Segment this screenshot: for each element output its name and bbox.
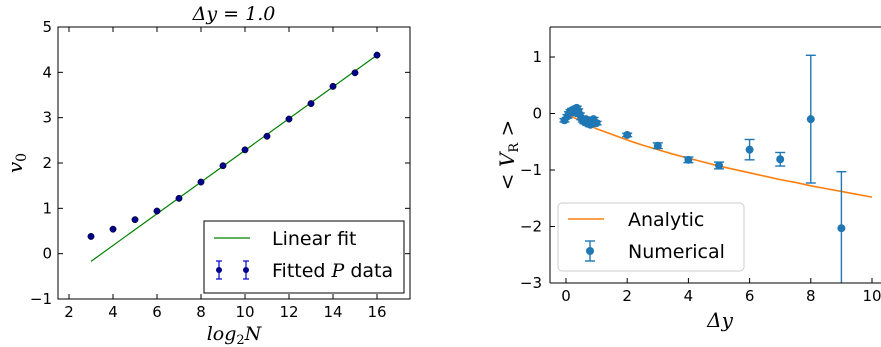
fitted-data-point (351, 69, 359, 77)
left-x-axis-label: log2N (207, 323, 263, 347)
legend-fitted-prefix: Fitted (272, 260, 332, 282)
left-x-tick-label: 4 (108, 303, 118, 321)
numerical-data-point (805, 54, 816, 184)
right-legend: Analytic Numerical (557, 202, 745, 272)
fitted-data-point (109, 225, 117, 233)
fitted-data-point (373, 51, 381, 59)
legend-analytic-label: Analytic (628, 209, 704, 231)
left-y-tick-label: 4 (42, 63, 52, 81)
left-x-tick-label: 14 (323, 303, 342, 321)
right-x-axis-label: Δy (706, 308, 733, 332)
fitted-data-point (241, 146, 249, 154)
left-x-axis-label-n: N (244, 323, 263, 345)
right-y-axis-label: < VR > (495, 120, 522, 191)
numerical-data-point (652, 141, 663, 150)
right-x-tick-label: 8 (806, 287, 816, 305)
left-plot-area (87, 51, 381, 262)
fitted-data-point (263, 132, 271, 140)
right-y-tick-label: −3 (520, 274, 542, 292)
analytic-curve (565, 112, 873, 198)
left-legend-box (203, 220, 405, 294)
left-x-tick-label: 16 (367, 303, 386, 321)
legend-fitted-symbol: P (331, 260, 346, 282)
right-x-tick-label: 4 (684, 287, 694, 305)
left-x-axis-label-subscript: 2 (236, 333, 244, 347)
left-y-tick-label: −1 (30, 290, 52, 308)
fitted-data-point (197, 178, 205, 186)
left-x-tick-label: 10 (235, 303, 254, 321)
right-y-tick-label: 0 (532, 105, 542, 123)
right-y-label-close: > (495, 120, 519, 143)
right-y-tick-label: 1 (532, 48, 542, 66)
left-chart-title: Δy = 1.0 (192, 3, 276, 25)
fitted-data-point (307, 100, 315, 108)
numerical-data-point (714, 161, 724, 170)
right-y-label-subscript: R (507, 142, 522, 153)
left-y-tick-label: 1 (42, 199, 52, 217)
left-legend: Linear fit Fitted P data (203, 220, 405, 294)
legend-linear-fit-label: Linear fit (272, 228, 357, 250)
fitted-data-point (87, 232, 95, 240)
numerical-data-point (744, 138, 755, 161)
right-x-tick-label: 2 (622, 287, 632, 305)
left-x-tick-label: 12 (279, 303, 298, 321)
left-x-tick-label: 6 (152, 303, 162, 321)
left-y-ticks: −1 0 1 2 3 4 5 (30, 18, 410, 308)
numerical-data-point (591, 119, 602, 128)
fitted-data-point (285, 115, 293, 123)
right-legend-box (557, 202, 745, 272)
fitted-data-point (175, 194, 183, 202)
left-y-tick-label: 5 (42, 18, 52, 36)
right-y-tick-label: −1 (520, 161, 542, 179)
left-y-tick-label: 0 (42, 245, 52, 263)
numerical-data-point (775, 151, 786, 167)
left-y-axis-label-subscript: 0 (14, 153, 30, 162)
right-plot-area (559, 54, 873, 283)
legend-fitted-data-label: Fitted P data (272, 260, 393, 282)
left-y-tick-label: 3 (42, 109, 52, 127)
fitted-data-point (329, 82, 337, 90)
right-x-ticks: 0 2 4 6 8 10 (561, 278, 881, 305)
right-y-label-v: V (495, 150, 519, 167)
legend-fitted-suffix: data (344, 260, 393, 282)
numerical-data-point (836, 170, 847, 283)
right-chart: 0 2 4 6 8 10 −3 −2 −1 0 1 Δy < VR > Analytic Nume… (495, 26, 881, 332)
left-y-tick-label: 2 (42, 154, 52, 172)
legend-numerical-label: Numerical (628, 241, 725, 263)
fitted-data-point (219, 162, 227, 170)
right-x-tick-label: 0 (561, 287, 571, 305)
left-x-ticks: 2 4 6 8 10 12 14 16 (64, 27, 387, 321)
numerical-data-point (683, 155, 694, 164)
fitted-data-point (131, 216, 139, 224)
right-y-tick-label: −2 (520, 218, 542, 236)
legend-numerical-swatch (585, 240, 595, 262)
right-x-tick-label: 10 (862, 287, 881, 305)
linear-fit-line (90, 54, 378, 262)
right-x-tick-label: 6 (745, 287, 755, 305)
left-x-tick-label: 2 (64, 303, 74, 321)
left-y-axis-label: v0 (3, 153, 30, 173)
left-x-tick-label: 8 (196, 303, 206, 321)
numerical-data-point (622, 130, 633, 139)
fitted-data-point (153, 207, 161, 215)
right-y-ticks: −3 −2 −1 0 1 (520, 48, 555, 292)
legend-fitted-data-swatch (216, 260, 249, 280)
